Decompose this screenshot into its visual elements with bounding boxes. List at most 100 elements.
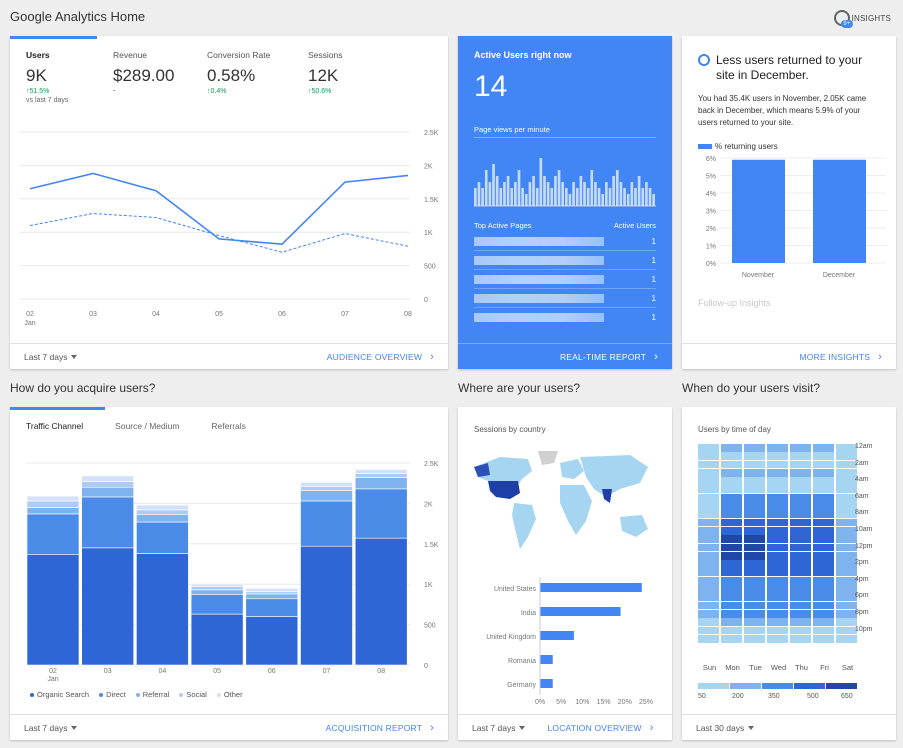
heatmap-cell	[698, 585, 719, 593]
pageview-bar	[652, 194, 655, 206]
heatmap-cell	[744, 576, 765, 585]
x-tick-label: 07	[341, 311, 349, 318]
country-label: United Kingdom	[486, 634, 536, 641]
country-label: India	[521, 610, 536, 617]
heatmap-cell	[836, 568, 857, 577]
heatmap-cell	[744, 485, 765, 494]
metric-tab-conversion-rate[interactable]: Conversion Rate 0.58% ↑0.4%	[207, 50, 271, 95]
divider	[474, 137, 656, 138]
heatmap-cell	[744, 593, 765, 602]
heatmap-cell	[744, 560, 765, 568]
x-tick-label: 05	[213, 668, 221, 675]
pageview-bar	[532, 176, 535, 206]
metric-tab-revenue[interactable]: Revenue $289.00 -	[113, 50, 175, 95]
heatmap-cell	[698, 543, 719, 552]
page-path	[474, 255, 604, 265]
table-row[interactable]: 1	[474, 232, 656, 251]
bar-segment	[81, 481, 134, 488]
metric-tab-sessions[interactable]: Sessions 12K ↑50.6%	[308, 50, 343, 95]
heatmap-cell	[698, 551, 719, 560]
pageview-bar	[608, 188, 612, 206]
x-tick-label: 04	[159, 668, 167, 675]
pageview-bar	[619, 182, 623, 206]
tab-traffic-channel[interactable]: Traffic Channel	[26, 421, 84, 431]
heatmap-cell	[767, 593, 788, 602]
bar-segment	[300, 482, 353, 487]
heatmap-cell	[790, 609, 811, 618]
x-tick-label: 06	[268, 668, 276, 675]
table-row[interactable]: 1	[474, 289, 656, 308]
country-bar-chart: United States India United Kingdom Romania G…	[486, 577, 653, 706]
tab-referrals[interactable]: Referrals	[211, 421, 246, 431]
insights-button[interactable]: 9+ INSIGHTS	[833, 10, 891, 28]
x-tick-label: 10%	[575, 699, 589, 706]
chevron-right-icon: ›	[654, 350, 658, 363]
table-row[interactable]: 1	[474, 270, 656, 289]
location-overview-link[interactable]: LOCATION OVERVIEW ›	[547, 721, 654, 734]
date-range-dropdown[interactable]: Last 7 days	[24, 723, 78, 733]
x-tick-label: 07	[323, 668, 331, 675]
x-sub-label: Jan	[24, 320, 35, 327]
acquisition-legend: Organic Search Direct Referral Social Ot…	[30, 690, 253, 699]
metric-tab-users[interactable]: Users 9K ↑51.5% vs last 7 days	[26, 50, 69, 104]
table-row[interactable]: 1	[474, 308, 656, 327]
overview-card: Users 9K ↑51.5% vs last 7 days Revenue $…	[10, 36, 448, 369]
x-tick-label: 20%	[618, 699, 632, 706]
heatmap-cell	[744, 493, 765, 502]
table-row[interactable]: 1	[474, 251, 656, 270]
location-footer: Last 7 days LOCATION OVERVIEW ›	[458, 714, 672, 740]
pageview-bar	[481, 188, 484, 206]
heatmap-cell	[698, 510, 719, 519]
bar-segment	[245, 587, 299, 592]
bar-segment	[190, 586, 244, 591]
acquisition-report-link[interactable]: ACQUISITION REPORT ›	[325, 721, 434, 734]
bar-segment	[300, 490, 353, 502]
heatmap-cell	[836, 518, 857, 527]
insights-icon: 9+	[833, 10, 853, 28]
y-tick-label: 1.5K	[424, 542, 439, 549]
heatmap-cell	[813, 593, 834, 602]
date-range-dropdown[interactable]: Last 7 days	[24, 352, 78, 362]
heatmap-cell	[698, 601, 719, 610]
realtime-report-link[interactable]: REAL-TIME REPORT ›	[559, 350, 658, 363]
audience-overview-link[interactable]: AUDIENCE OVERVIEW ›	[326, 350, 434, 363]
page-path	[474, 293, 604, 303]
pageview-bar	[597, 188, 601, 206]
heatmap-cell	[721, 526, 742, 535]
tab-source-medium[interactable]: Source / Medium	[115, 421, 180, 431]
heatmap-cell	[721, 568, 742, 577]
y-tick-label: 4%	[706, 191, 716, 198]
hour-label: 12am	[855, 443, 873, 450]
heatmap-cell	[698, 452, 719, 461]
date-range-dropdown[interactable]: Last 7 days	[472, 723, 526, 733]
heatmap-cell	[698, 618, 719, 627]
more-insights-link[interactable]: MORE INSIGHTS ›	[799, 350, 882, 363]
pageview-bar	[517, 170, 521, 206]
y-tick-label: 2.5K	[424, 130, 439, 137]
heatmap-cell	[767, 568, 788, 577]
insight-headline: Less users returned to your site in Dece…	[698, 53, 880, 83]
date-range-dropdown[interactable]: Last 30 days	[696, 723, 755, 733]
map-india	[602, 489, 612, 503]
pageview-bar	[499, 188, 503, 206]
country-bar	[540, 607, 621, 616]
heatmap-cell	[767, 535, 788, 544]
hour-label: 6am	[855, 492, 869, 500]
heatmap-cell	[813, 585, 834, 593]
heatmap-cell	[790, 601, 811, 610]
follow-up-insights[interactable]: Follow-up Insights	[698, 298, 771, 308]
pageview-bar	[484, 170, 488, 206]
map-greenland	[538, 451, 558, 465]
hour-label: 8am	[855, 509, 869, 517]
country-bar	[540, 583, 642, 592]
pageview-bar	[495, 176, 499, 206]
country-bar	[540, 655, 553, 664]
caret-down-icon	[519, 725, 526, 730]
y-tick-label: 3%	[706, 209, 716, 216]
pageview-bar	[605, 182, 608, 206]
country-label: Romania	[508, 658, 536, 665]
heatmap-cell	[790, 477, 811, 485]
heatmap-cell	[813, 493, 834, 502]
bar-segment	[354, 477, 408, 490]
legend-organic-search: Organic Search	[30, 690, 89, 699]
